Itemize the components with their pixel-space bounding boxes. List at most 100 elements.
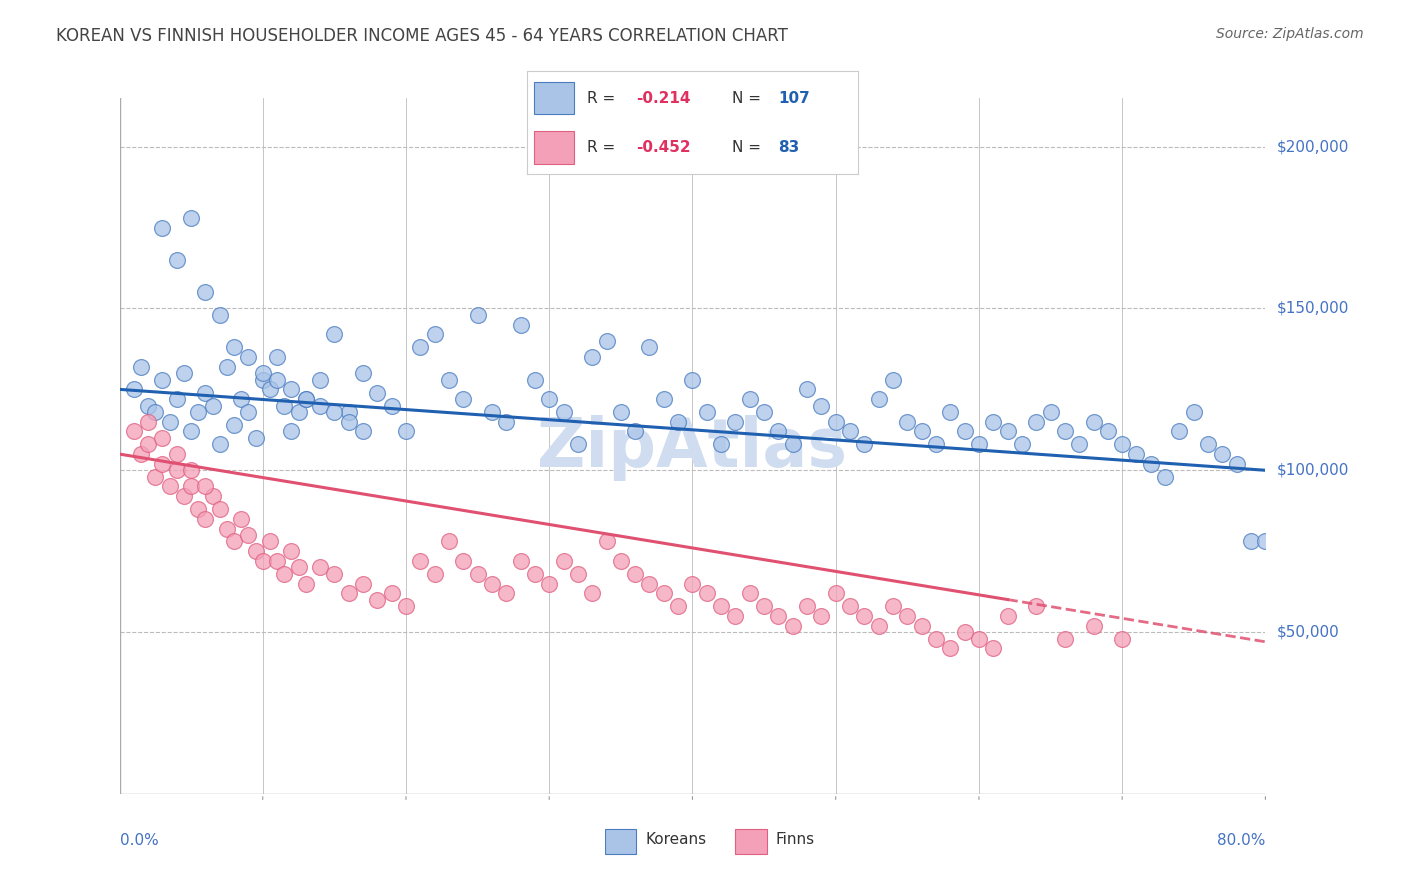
Point (238, 405, 260, 419)
Point (1083, 618, 1105, 632)
Point (323, 566, 346, 581)
Point (194, 285, 217, 300)
Point (152, 220, 174, 235)
Point (166, 447, 188, 461)
Point (273, 399, 295, 413)
Point (610, 405, 633, 419)
Point (981, 641, 1004, 656)
Point (294, 392, 316, 406)
Point (238, 528, 260, 542)
Point (266, 554, 288, 568)
Point (738, 392, 761, 406)
Point (280, 544, 302, 558)
Point (652, 392, 675, 406)
Bar (605, 829, 636, 855)
Point (553, 405, 575, 419)
Point (1111, 437, 1133, 451)
Point (152, 373, 174, 387)
Point (180, 479, 202, 493)
Point (710, 437, 733, 451)
Text: Source: ZipAtlas.com: Source: ZipAtlas.com (1216, 27, 1364, 41)
Point (868, 618, 890, 632)
Point (925, 437, 948, 451)
Point (215, 522, 238, 536)
Bar (735, 829, 766, 855)
Point (796, 383, 818, 397)
Point (166, 252, 188, 267)
Point (166, 392, 188, 406)
Point (294, 392, 316, 406)
Point (523, 566, 546, 581)
Point (252, 373, 274, 387)
Point (294, 576, 316, 591)
Point (1139, 457, 1161, 471)
Point (868, 392, 890, 406)
Point (495, 586, 517, 600)
Text: KOREAN VS FINNISH HOUSEHOLDER INCOME AGES 45 - 64 YEARS CORRELATION CHART: KOREAN VS FINNISH HOUSEHOLDER INCOME AGE… (56, 27, 789, 45)
Point (782, 437, 804, 451)
Point (696, 586, 718, 600)
Point (381, 399, 404, 413)
Point (1011, 437, 1033, 451)
Point (481, 576, 503, 591)
Text: ZipAtlas: ZipAtlas (537, 415, 848, 481)
Point (287, 405, 309, 419)
Point (839, 425, 862, 439)
Point (231, 512, 253, 526)
Point (1039, 405, 1062, 419)
Point (437, 534, 460, 549)
Text: 80.0%: 80.0% (1218, 833, 1265, 847)
Point (187, 502, 209, 516)
Point (1025, 415, 1047, 429)
Point (953, 625, 976, 640)
Point (309, 399, 332, 413)
Point (129, 359, 152, 374)
Text: 0.0%: 0.0% (120, 833, 159, 847)
Point (1226, 457, 1249, 471)
Point (638, 340, 661, 354)
Point (323, 405, 346, 419)
Text: $50,000: $50,000 (1277, 624, 1340, 640)
Point (581, 586, 603, 600)
Point (187, 405, 209, 419)
Point (595, 334, 617, 348)
Point (1254, 534, 1277, 549)
Point (143, 469, 166, 483)
Point (453, 392, 475, 406)
Point (1197, 437, 1219, 451)
Point (395, 599, 418, 614)
Point (337, 415, 360, 429)
Text: Finns: Finns (776, 832, 814, 847)
Point (129, 447, 152, 461)
Point (567, 437, 589, 451)
Point (967, 437, 990, 451)
Text: $200,000: $200,000 (1277, 139, 1348, 154)
Point (509, 318, 531, 332)
Point (509, 554, 531, 568)
Point (152, 431, 174, 445)
Point (567, 566, 589, 581)
Point (366, 592, 388, 607)
Point (222, 417, 246, 432)
Text: $100,000: $100,000 (1277, 463, 1348, 478)
Point (911, 425, 934, 439)
Point (201, 489, 224, 503)
Text: R =: R = (586, 140, 620, 155)
Point (953, 425, 976, 439)
Point (180, 463, 202, 477)
Point (352, 576, 374, 591)
Point (323, 327, 346, 342)
Point (366, 385, 388, 400)
Point (997, 425, 1019, 439)
Point (538, 576, 561, 591)
Point (839, 599, 862, 614)
Point (738, 586, 761, 600)
Point (724, 415, 747, 429)
Point (287, 560, 309, 574)
Point (666, 599, 689, 614)
Point (882, 599, 904, 614)
Point (1053, 425, 1076, 439)
Point (136, 415, 159, 429)
Point (581, 350, 603, 364)
Point (173, 489, 195, 503)
